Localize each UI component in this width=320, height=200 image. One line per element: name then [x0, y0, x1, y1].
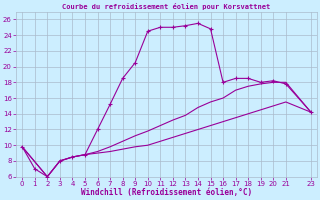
Title: Courbe du refroidissement éolien pour Korsvattnet: Courbe du refroidissement éolien pour Ko… — [62, 3, 271, 10]
X-axis label: Windchill (Refroidissement éolien,°C): Windchill (Refroidissement éolien,°C) — [81, 188, 252, 197]
